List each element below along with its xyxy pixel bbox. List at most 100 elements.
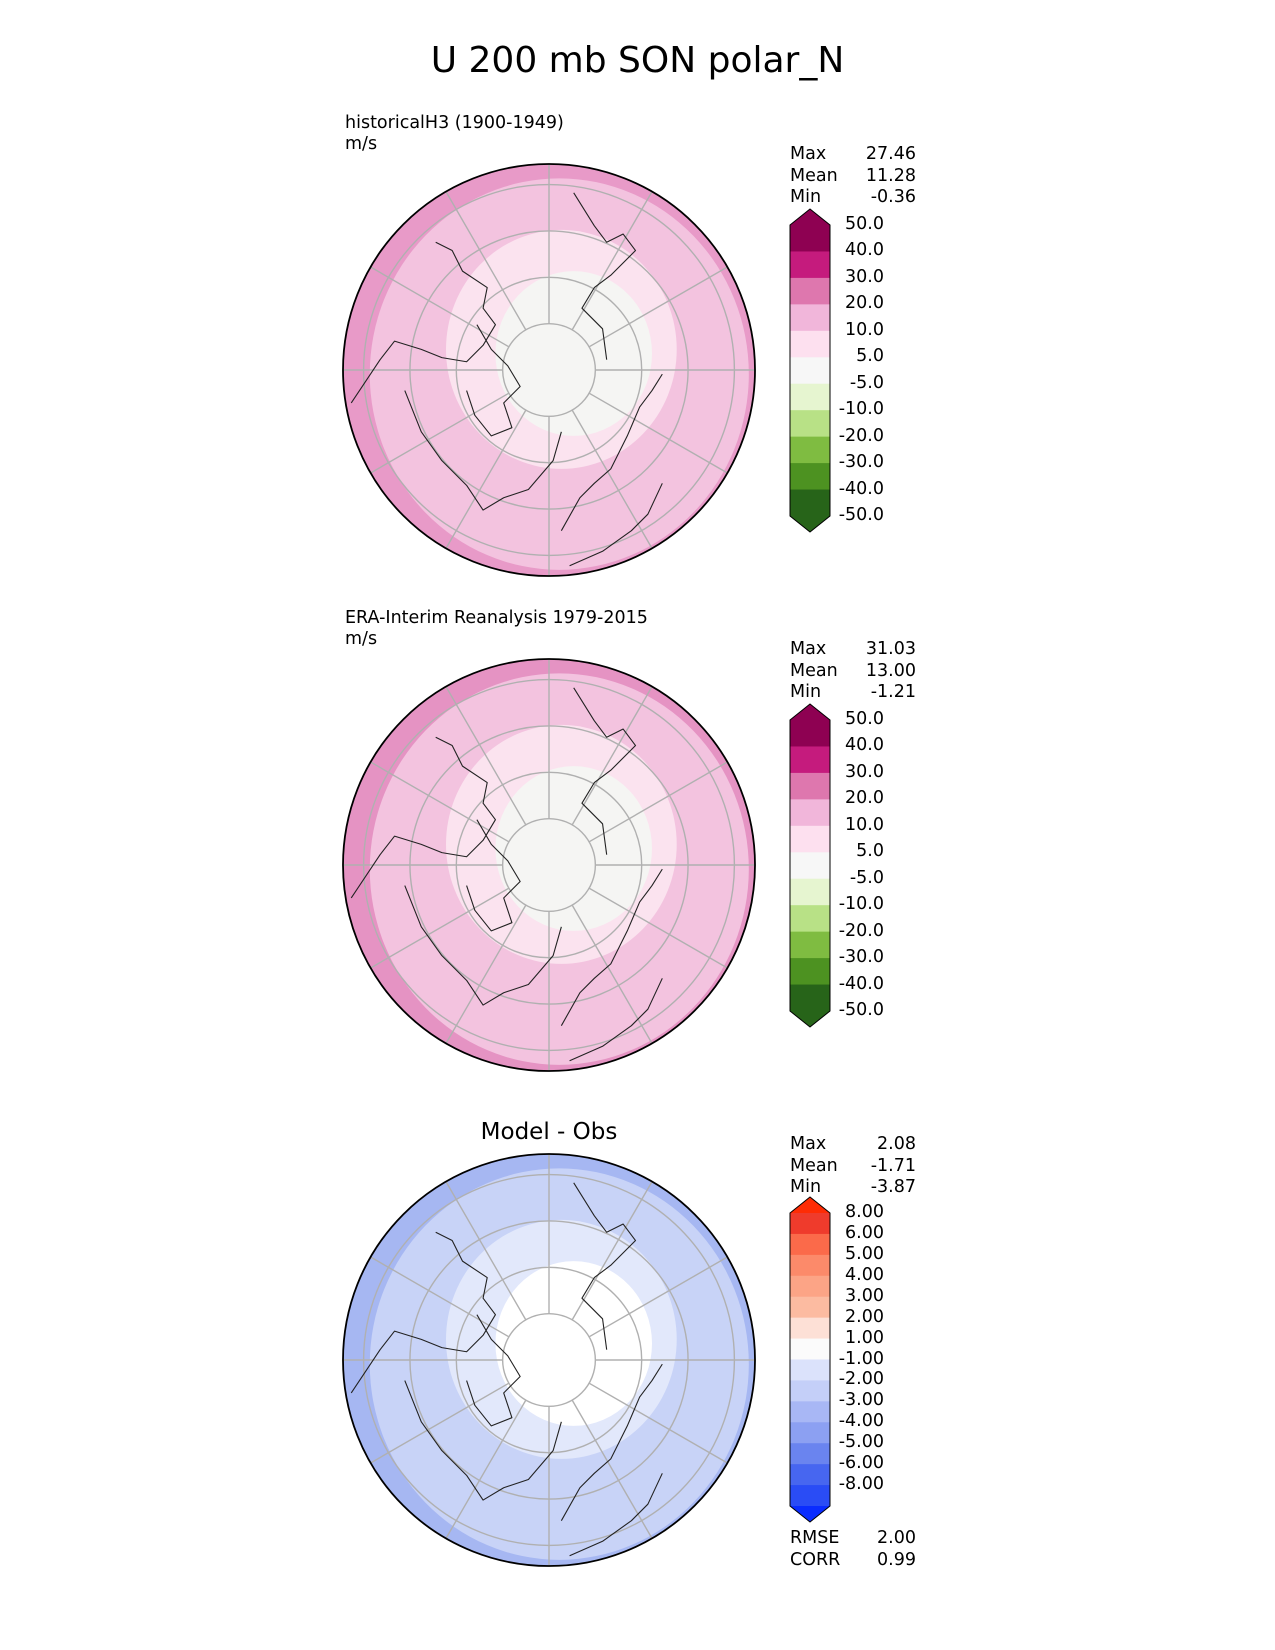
colorbar-tick-label: 8.00 — [845, 1202, 884, 1222]
coastline — [560, 373, 663, 531]
colorbar-tick-label: -20.0 — [838, 425, 884, 446]
colorbar-tick-label: 6.00 — [845, 1222, 884, 1243]
meridian-line — [370, 1382, 510, 1464]
coastline — [466, 819, 521, 932]
colorbar-tick-label: 20.0 — [845, 293, 884, 314]
panel-model-label: historicalH3 (1900-1949) — [345, 113, 564, 133]
diff-stat-mean: Mean -1.71 — [790, 1155, 916, 1176]
colorbar-segment — [790, 720, 830, 748]
colorbar-tick-label: 50.0 — [845, 709, 884, 729]
diff-stat-max: Max 2.08 — [790, 1134, 916, 1154]
colorbar-tick-label: -40.0 — [838, 478, 884, 499]
obs-stat-max: Max 31.03 — [790, 639, 916, 659]
colorbar-tick-label: -20.0 — [838, 920, 884, 941]
diff-error-stats: RMSE 2.00 CORR 0.99 — [790, 1528, 916, 1571]
meridian-line — [571, 904, 653, 1044]
colorbar-segment — [790, 1485, 830, 1507]
colorbar-segment — [790, 1254, 830, 1277]
meridian-line — [445, 904, 527, 1044]
colorbar-tick-label: 40.0 — [845, 735, 884, 756]
obs-stat-min: Min -1.21 — [790, 682, 916, 702]
colorbar-tick-label: -30.0 — [838, 452, 884, 473]
colorbar-segment — [790, 383, 830, 411]
colorbar-tick-label: 4.00 — [845, 1264, 884, 1285]
colorbar-segment — [790, 852, 830, 880]
colorbar-tick-label: -4.00 — [838, 1411, 884, 1432]
diff-stats: Max 2.08 Mean -1.71 Min -3.87 — [790, 1134, 916, 1199]
colorbar-extend-bottom — [790, 516, 830, 532]
colorbar-segment — [790, 931, 830, 959]
colorbar-tick-label: -30.0 — [838, 947, 884, 968]
meridian-line — [370, 761, 510, 843]
colorbar-tick-label: -50.0 — [838, 505, 884, 525]
model-stat-min: Min -0.36 — [790, 187, 916, 207]
meridian-line — [588, 266, 728, 348]
model-stat-mean: Mean 11.28 — [790, 165, 916, 186]
obs-stats: Max 31.03 Mean 13.00 Min -1.21 — [790, 639, 916, 704]
obs-stat-mean: Mean 13.00 — [790, 660, 916, 681]
diff-stat-rmse: RMSE 2.00 — [790, 1528, 916, 1548]
colorbar-tick-label: 10.0 — [845, 319, 884, 340]
meridian-line — [370, 1256, 510, 1338]
coastline — [404, 885, 562, 1006]
field-core — [495, 766, 652, 931]
meridian-line — [571, 1399, 653, 1539]
colorbar-segment — [790, 878, 830, 906]
map-boundary — [342, 163, 756, 577]
meridian-line — [588, 887, 728, 969]
colorbar-outline — [789, 208, 831, 533]
colorbar-extend-bottom — [790, 1506, 830, 1522]
colorbar-segment — [790, 1380, 830, 1402]
colorbar-segment — [790, 1338, 830, 1361]
meridian-line — [588, 1256, 728, 1338]
coastline — [404, 1380, 562, 1501]
colorbar-segment — [790, 304, 830, 332]
colorbar-tick-label: 30.0 — [845, 761, 884, 782]
colorbar-tick-label: 20.0 — [845, 788, 884, 809]
diff-title: Model - Obs — [480, 1119, 618, 1145]
colorbar-extend-bottom — [790, 1011, 830, 1027]
colorbar-segment — [790, 1213, 830, 1235]
meridian-line — [445, 409, 527, 549]
coastline — [350, 1231, 496, 1394]
colorbar-tick-label: 40.0 — [845, 240, 884, 261]
meridian-line — [571, 409, 653, 549]
colorbar-tick-label: -10.0 — [838, 399, 884, 420]
coastline — [350, 241, 496, 404]
diff-stat-corr: CORR 0.99 — [790, 1549, 916, 1570]
colorbar-tick-label: 3.00 — [845, 1285, 884, 1306]
meridian-line — [588, 1382, 728, 1464]
colorbar-tick-label: 5.0 — [856, 841, 884, 862]
meridian-line — [571, 191, 653, 331]
colorbar-tick-label: 50.0 — [845, 214, 884, 234]
coastline — [466, 1314, 521, 1427]
figure-title: U 200 mb SON polar_N — [430, 40, 845, 81]
colorbar-segment — [790, 958, 830, 986]
map-field — [343, 1154, 755, 1566]
colorbar-segment — [790, 489, 830, 517]
colorbar-segment — [790, 1464, 830, 1486]
map-boundary — [342, 658, 756, 1072]
colorbar-segment — [790, 984, 830, 1012]
coastline — [573, 192, 637, 360]
colorbar-tick-label: -6.00 — [838, 1453, 884, 1474]
model-stat-max: Max 27.46 — [790, 144, 916, 164]
colorbar-extend-top — [790, 209, 830, 225]
panel-model-units: m/s — [345, 134, 378, 154]
colorbar-segment — [790, 1422, 830, 1444]
colorbar-segment — [790, 1359, 830, 1382]
map-field — [343, 164, 755, 576]
colorbar-segment — [790, 1443, 830, 1465]
diff-stat-min: Min -3.87 — [790, 1177, 916, 1197]
coastline — [569, 978, 663, 1062]
colorbar-extend-top — [790, 1197, 830, 1213]
panel-obs-label: ERA-Interim Reanalysis 1979-2015 — [345, 608, 648, 628]
colorbar-tick-label: 10.0 — [845, 814, 884, 835]
meridian-line — [588, 761, 728, 843]
coastline — [560, 868, 663, 1026]
colorbar-tick-label: -40.0 — [838, 973, 884, 994]
